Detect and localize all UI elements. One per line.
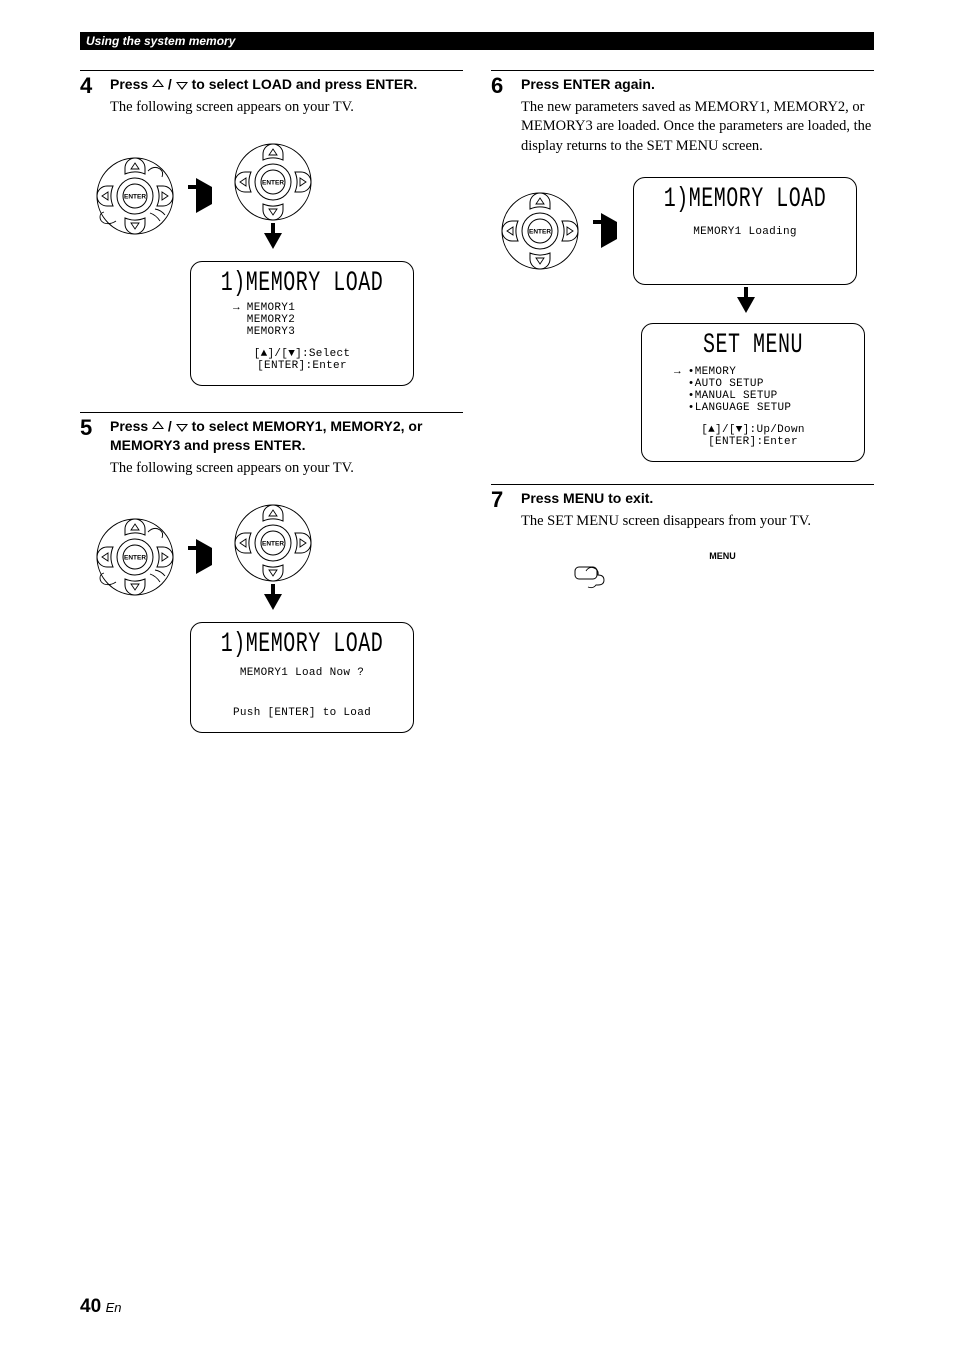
step-5-title-pre: Press xyxy=(110,418,152,434)
step-4-desc: The following screen appears on your TV. xyxy=(110,98,463,118)
step-4-title: Press / to select LOAD and press ENTER. xyxy=(110,75,463,94)
step-5-title-mid: / xyxy=(164,418,176,434)
step-6-number: 6 xyxy=(491,70,521,157)
step-6-desc: The new parameters saved as MEMORY1, MEM… xyxy=(521,98,874,157)
tv-menu-items: → •MEMORY •AUTO SETUP •MANUAL SETUP •LAN… xyxy=(648,367,858,415)
up-triangle-icon xyxy=(152,421,164,429)
step-5-desc: The following screen appears on your TV. xyxy=(110,459,463,479)
step-7-title: Press MENU to exit. xyxy=(521,489,874,508)
dpad-icon xyxy=(228,137,318,227)
tv-title: 1)MEMORY LOAD xyxy=(664,183,827,215)
step-4-title-pre: Press xyxy=(110,76,152,92)
tv-line2: Push [ENTER] to Load xyxy=(197,708,407,720)
tv-hint: [▲]/[▼]:Select [ENTER]:Enter xyxy=(197,349,407,373)
down-triangle-icon xyxy=(176,82,188,90)
step-5-title: Press / to select MEMORY1, MEMORY2, or M… xyxy=(110,417,463,455)
page-number-value: 40 xyxy=(80,1296,101,1317)
tv-title: 1)MEMORY LOAD xyxy=(221,268,384,300)
step-4-number: 4 xyxy=(80,70,110,117)
tv-title: 1)MEMORY LOAD xyxy=(221,629,384,661)
tv-screen-memory-load-list: 1)MEMORY LOAD → MEMORY1 MEMORY2 MEMORY3 … xyxy=(190,261,414,385)
tv-line1: MEMORY1 Load Now ? xyxy=(197,668,407,680)
arrow-down-icon xyxy=(264,594,282,610)
step-5-number: 5 xyxy=(80,412,110,478)
step-7: 7 Press MENU to exit. The SET MENU scree… xyxy=(491,484,874,531)
step-7-desc: The SET MENU screen disappears from your… xyxy=(521,512,874,532)
tv-menu-items: → MEMORY1 MEMORY2 MEMORY3 xyxy=(197,303,407,339)
step-6: 6 Press ENTER again. The new parameters … xyxy=(491,70,874,157)
tv-line1: MEMORY1 Loading xyxy=(640,227,850,239)
arrow-down-icon xyxy=(264,233,282,249)
dpad-icon xyxy=(495,186,585,276)
section-header: Using the system memory xyxy=(80,32,874,50)
step-4-title-mid: / xyxy=(164,76,176,92)
dpad-icon xyxy=(228,498,318,588)
tv-hint: [▲]/[▼]:Up/Down [ENTER]:Enter xyxy=(648,425,858,449)
menu-button-label: MENU xyxy=(571,551,874,561)
arrow-right-icon xyxy=(601,213,617,248)
step-7-number: 7 xyxy=(491,484,521,531)
menu-press-icon xyxy=(571,563,611,593)
page-number: 40 En xyxy=(80,1296,122,1318)
down-triangle-icon xyxy=(176,424,188,432)
arrow-right-icon xyxy=(196,178,212,213)
up-triangle-icon xyxy=(152,79,164,87)
tv-screen-memory-load-confirm: 1)MEMORY LOAD MEMORY1 Load Now ? Push [E… xyxy=(190,622,414,733)
page-lang: En xyxy=(106,1300,122,1315)
arrow-right-icon xyxy=(196,539,212,574)
dpad-hand-icon xyxy=(90,512,180,602)
tv-screen-set-menu: SET MENU → •MEMORY •AUTO SETUP •MANUAL S… xyxy=(641,323,865,461)
step-5: 5 Press / to select MEMORY1, MEMORY2, or… xyxy=(80,412,463,478)
dpad-hand-icon xyxy=(90,151,180,241)
step-4: 4 Press / to select LOAD and press ENTER… xyxy=(80,70,463,117)
tv-screen-memory-loading: 1)MEMORY LOAD MEMORY1 Loading xyxy=(633,177,857,286)
step-4-title-post: to select LOAD and press ENTER. xyxy=(188,76,418,92)
arrow-down-icon xyxy=(737,297,755,313)
right-column: 6 Press ENTER again. The new parameters … xyxy=(491,70,874,739)
left-column: 4 Press / to select LOAD and press ENTER… xyxy=(80,70,463,739)
step-6-title: Press ENTER again. xyxy=(521,75,874,94)
tv-title: SET MENU xyxy=(703,330,803,362)
